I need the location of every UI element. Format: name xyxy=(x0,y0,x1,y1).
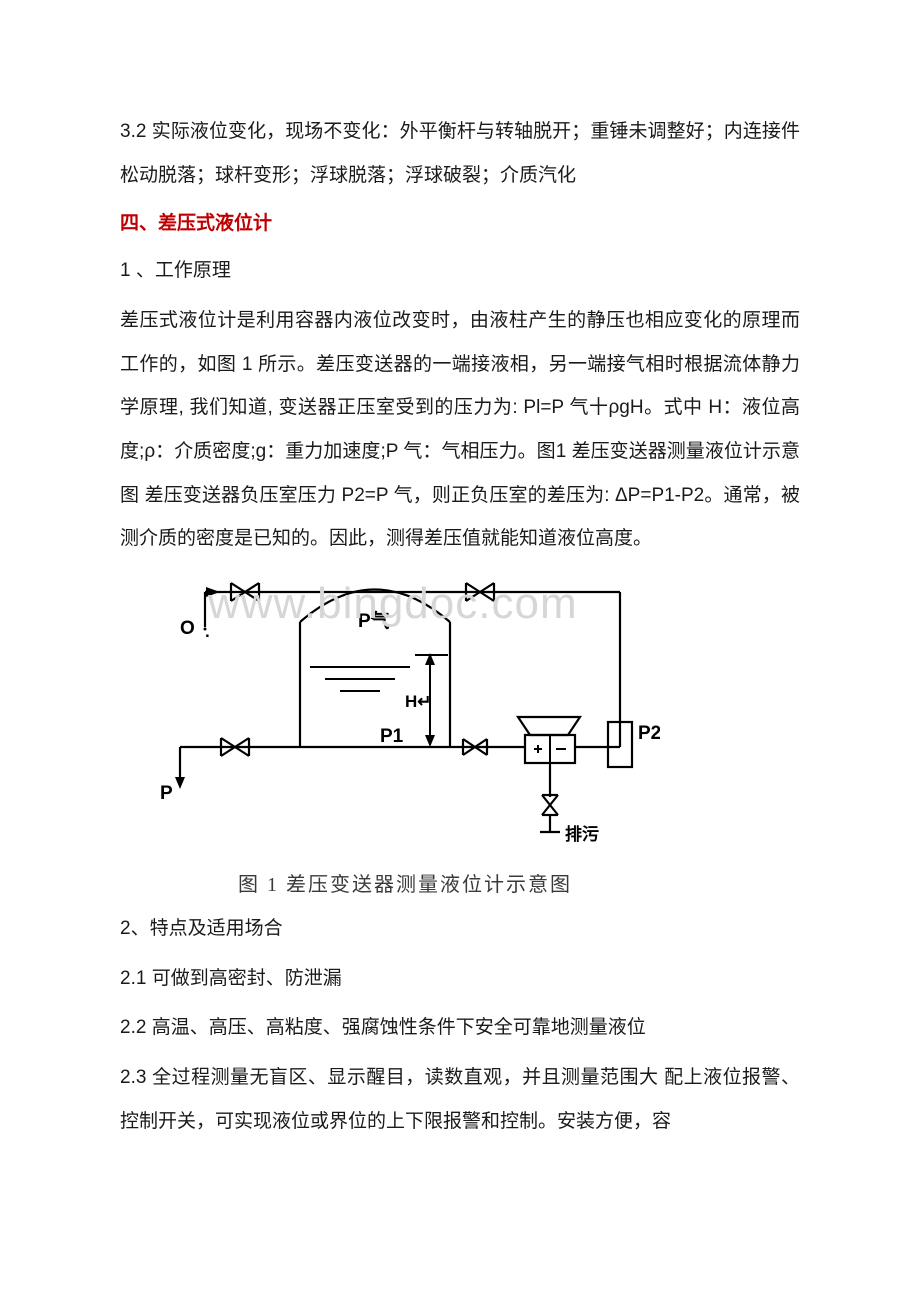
svg-text:.: . xyxy=(205,622,210,641)
figure-1-svg: O . P气 H↵ P1 P2 P 排污 xyxy=(150,567,660,857)
document-page: 3.2 实际液位变化，现场不变化：外平衡杆与转轴脱开；重锤未调整好；内连接件松动… xyxy=(0,0,920,1209)
section-1-title: 1 、工作原理 xyxy=(120,249,800,293)
section-2-2: 2.2 高温、高压、高粘度、强腐蚀性条件下安全可靠地测量液位 xyxy=(120,1006,800,1050)
label-P2: P2 xyxy=(638,723,660,744)
figure-1: O . P气 H↵ P1 P2 P 排污 图 1 差压变送器测量液位计示意图 xyxy=(150,567,660,897)
paragraph-3-2: 3.2 实际液位变化，现场不变化：外平衡杆与转轴脱开；重锤未调整好；内连接件松动… xyxy=(120,110,800,197)
label-O: O xyxy=(180,618,195,639)
label-Pgas: P气 xyxy=(358,609,390,632)
label-P1: P1 xyxy=(380,726,404,747)
section-2-3: 2.3 全过程测量无盲区、显示醒目，读数直观，并且测量范围大 配上液位报警、控制… xyxy=(120,1056,800,1143)
label-H: H↵ xyxy=(405,692,432,711)
label-drain: 排污 xyxy=(565,824,599,844)
section-1-body-wrap: 差压式液位计是利用容器内液位改变时，由液柱产生的静压也相应变化的原理而工作的，如… xyxy=(120,299,800,561)
figure-1-caption: 图 1 差压变送器测量液位计示意图 xyxy=(150,868,660,897)
section-2-title: 2、特点及适用场合 xyxy=(120,907,800,951)
section-1-body: 差压式液位计是利用容器内液位改变时，由液柱产生的静压也相应变化的原理而工作的，如… xyxy=(120,299,800,561)
section-2-1: 2.1 可做到高密封、防泄漏 xyxy=(120,957,800,1001)
heading-section-4: 四、差压式液位计 xyxy=(120,203,800,245)
label-P: P xyxy=(160,783,173,804)
